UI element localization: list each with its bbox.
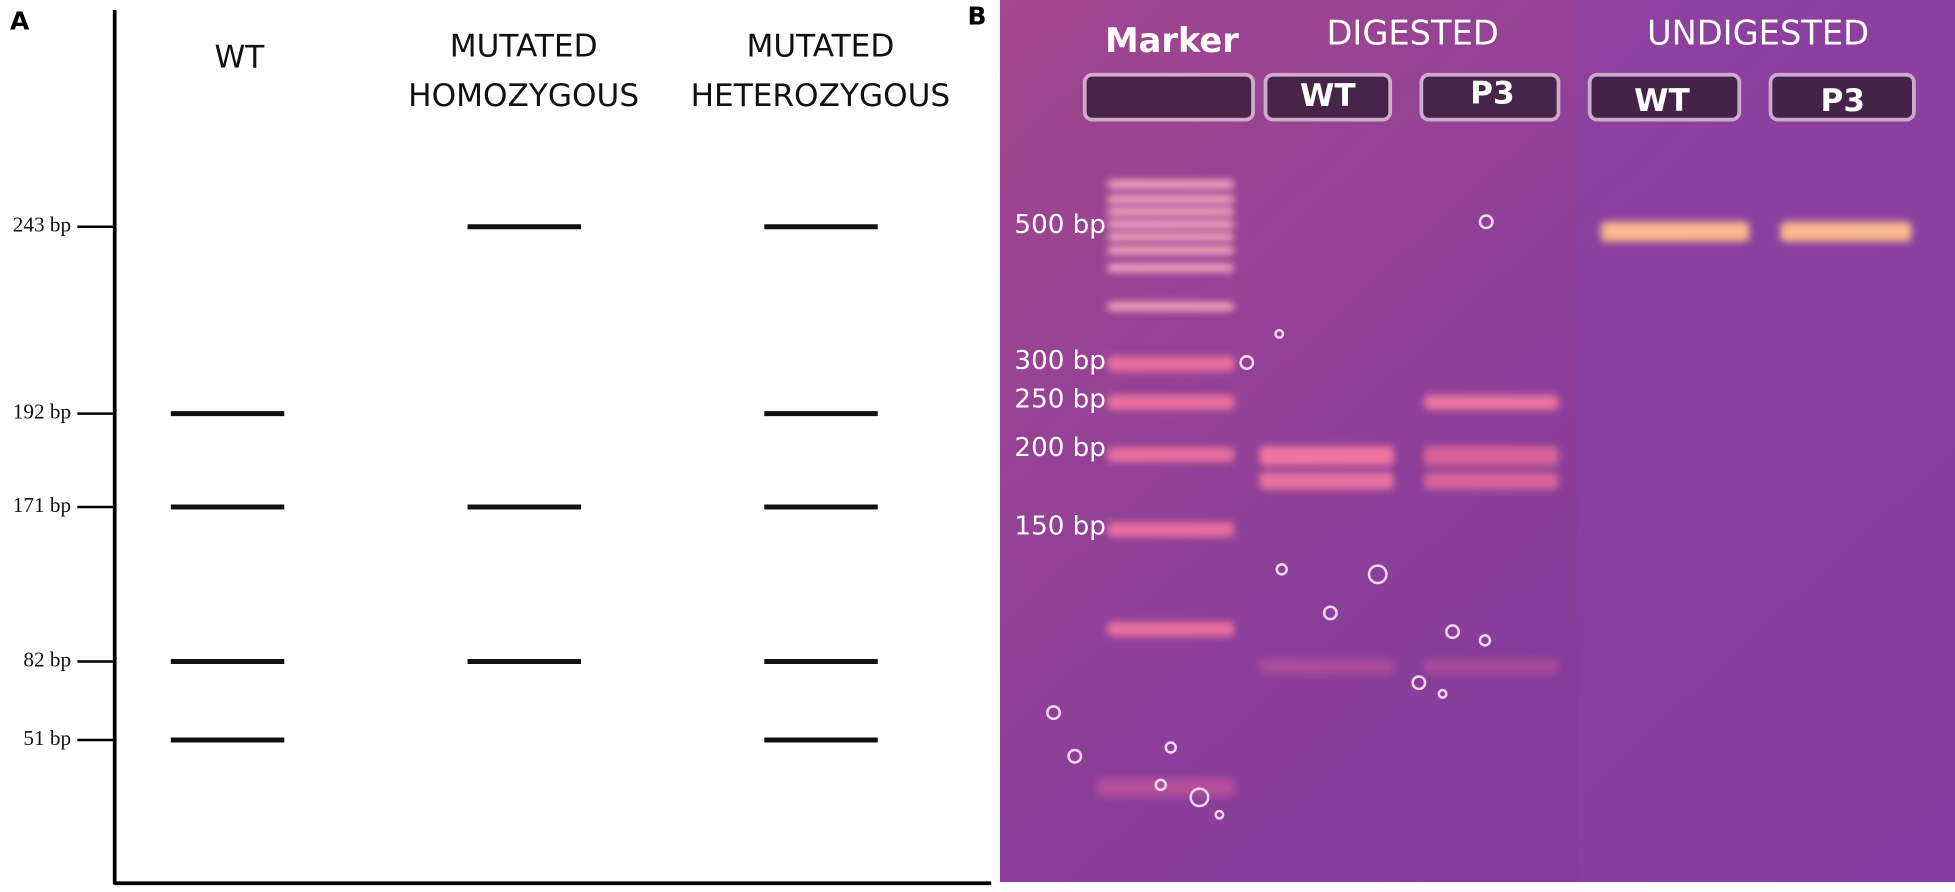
bubble bbox=[1067, 748, 1083, 764]
gel-band bbox=[1107, 246, 1235, 255]
gel-band bbox=[1107, 194, 1235, 204]
gel-band bbox=[1107, 621, 1235, 637]
lane-header: Marker bbox=[1105, 21, 1239, 60]
bubble bbox=[1437, 688, 1448, 699]
gel-band bbox=[1107, 447, 1235, 463]
well-label: WT bbox=[1634, 83, 1690, 119]
gel-band bbox=[1107, 302, 1235, 311]
lane-header: WT bbox=[214, 40, 265, 76]
bubble bbox=[1411, 675, 1427, 691]
lane-header: HETEROZYGOUS bbox=[691, 78, 951, 114]
gel-photo bbox=[999, 0, 1955, 883]
gel-band bbox=[1423, 472, 1559, 490]
lane-header: MUTATED bbox=[746, 28, 894, 64]
ladder-label: 200 bp bbox=[1014, 433, 1105, 463]
well bbox=[1082, 72, 1255, 122]
well bbox=[1768, 72, 1916, 122]
gel-band bbox=[1259, 446, 1394, 466]
gel-band bbox=[1107, 356, 1235, 372]
bubble bbox=[1367, 564, 1388, 585]
gel-band bbox=[1423, 446, 1559, 466]
group-header: UNDIGESTED bbox=[1647, 13, 1869, 52]
bubble bbox=[1214, 809, 1225, 820]
gel-band bbox=[1780, 221, 1912, 242]
well-label: P3 bbox=[1470, 76, 1515, 112]
panel-label: B bbox=[968, 1, 987, 30]
gel-region bbox=[1577, 0, 1955, 883]
gel-band bbox=[1107, 180, 1235, 189]
size-label: 82 bp bbox=[23, 647, 71, 671]
gel-band bbox=[1107, 207, 1235, 217]
group-header: DIGESTED bbox=[1326, 13, 1498, 52]
gel-band bbox=[1423, 394, 1559, 410]
gel-band bbox=[1600, 221, 1750, 242]
gel-band bbox=[1107, 232, 1235, 242]
bubble bbox=[1445, 624, 1461, 640]
panel-a: A WT MUTATED HOMOZYGOUS MUTATED HETEROZYGOUS… bbox=[10, 6, 992, 886]
gel-band bbox=[1107, 394, 1235, 410]
bubble bbox=[1478, 634, 1492, 647]
bubble bbox=[1274, 328, 1285, 339]
bubble bbox=[1164, 741, 1177, 754]
bubbles bbox=[1046, 214, 1494, 820]
ladder-label: 300 bp bbox=[1014, 346, 1105, 376]
lane-header: MUTATED bbox=[450, 28, 598, 64]
gel-bands bbox=[1097, 180, 1912, 797]
gel-band bbox=[1107, 521, 1235, 537]
well bbox=[1263, 72, 1393, 122]
size-label: 243 bp bbox=[13, 213, 71, 237]
gel-band bbox=[1259, 472, 1394, 490]
lane-header: HOMOZYGOUS bbox=[408, 78, 639, 114]
ladder-label: 500 bp bbox=[1014, 210, 1105, 240]
bubble bbox=[1478, 214, 1494, 230]
well-label: P3 bbox=[1821, 83, 1866, 119]
well-label: WT bbox=[1300, 78, 1356, 114]
bubble bbox=[1275, 563, 1288, 576]
bubble bbox=[1046, 705, 1062, 721]
wells bbox=[1082, 72, 1916, 122]
well bbox=[1587, 72, 1742, 122]
bubble bbox=[1189, 787, 1210, 808]
gel-band bbox=[1259, 659, 1394, 674]
ladder-label: 150 bp bbox=[1014, 511, 1105, 541]
panel-label: A bbox=[10, 6, 30, 35]
size-label: 51 bp bbox=[23, 726, 71, 750]
gel-band bbox=[1423, 659, 1559, 674]
gel-band bbox=[1107, 263, 1235, 273]
gel-band bbox=[1107, 219, 1235, 229]
panel-b: B Marker DIGESTED UNDIGESTED WT P3 WT P3 500 bp… bbox=[968, 0, 1955, 883]
bubble bbox=[1322, 605, 1338, 621]
bubble bbox=[1239, 355, 1255, 371]
size-label: 192 bp bbox=[13, 399, 71, 423]
well bbox=[1419, 72, 1561, 122]
size-label: 171 bp bbox=[13, 493, 71, 517]
ladder-label: 250 bp bbox=[1014, 384, 1105, 414]
bubble bbox=[1154, 778, 1168, 792]
